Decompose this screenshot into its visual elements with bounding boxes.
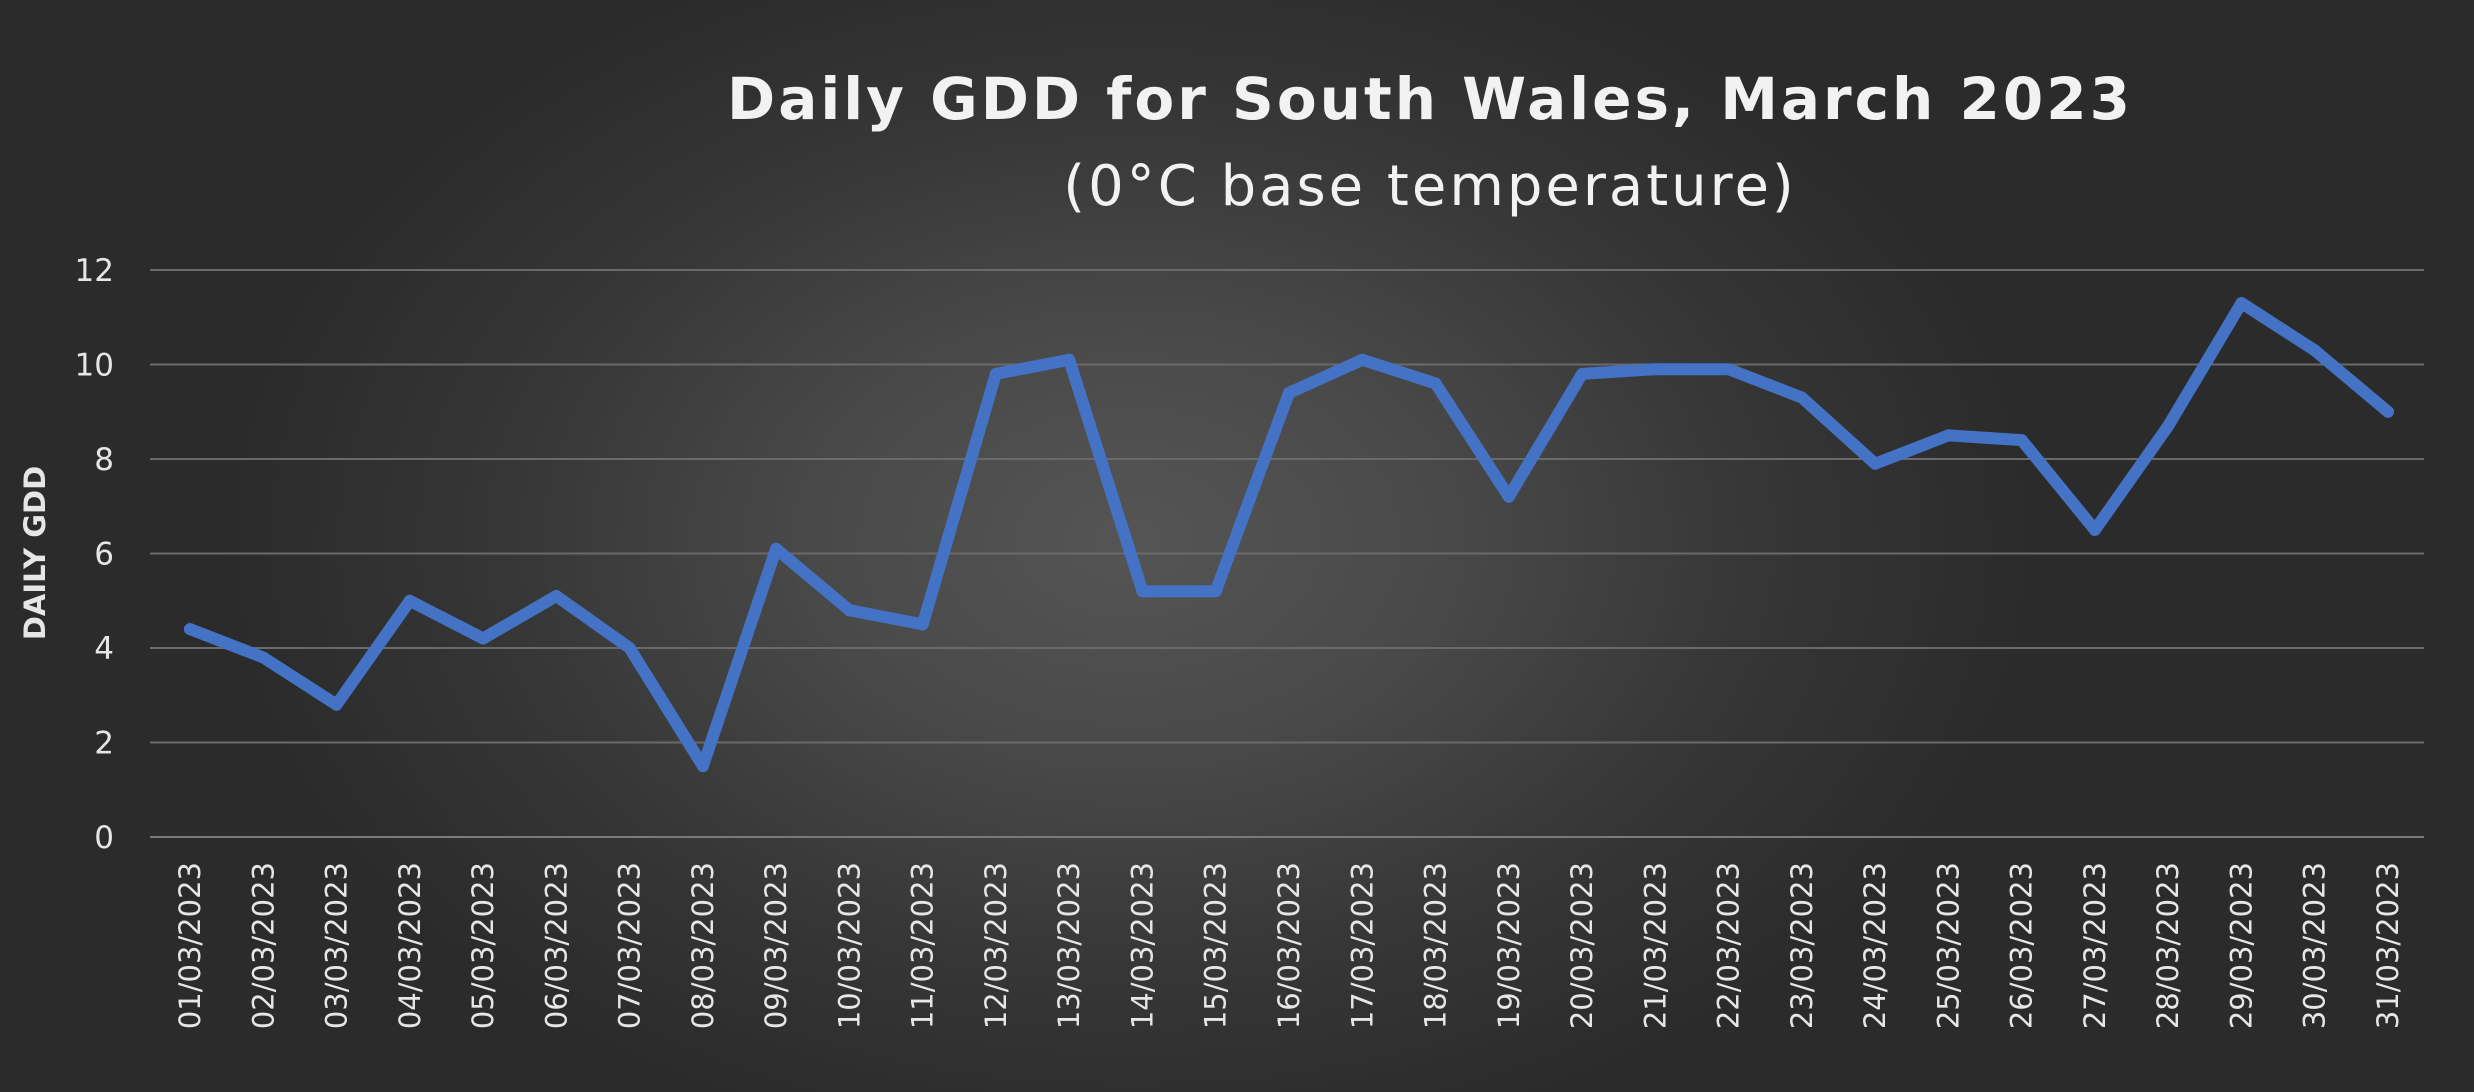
- y-axis-ticks: 0 2 4 6 8 10 12: [75, 253, 114, 856]
- x-tick-label: 23/03/2023: [1785, 862, 1819, 1029]
- x-tick-label: 28/03/2023: [2151, 862, 2185, 1029]
- x-tick-label: 10/03/2023: [832, 862, 866, 1029]
- x-tick-label: 19/03/2023: [1492, 862, 1526, 1029]
- data-point: [1942, 429, 1955, 442]
- series-line: [184, 297, 2394, 773]
- y-tick-label: 8: [94, 442, 114, 478]
- y-axis-label: DAILY GDD: [18, 466, 52, 640]
- data-point: [1502, 490, 1515, 503]
- x-tick-label: 06/03/2023: [539, 862, 573, 1029]
- x-axis-ticks: 01/03/2023 02/03/2023 03/03/2023 04/03/2023…: [173, 862, 2405, 1029]
- data-point: [257, 651, 270, 664]
- data-point: [843, 604, 856, 617]
- x-tick-label: 07/03/2023: [613, 862, 647, 1029]
- x-tick-label: 31/03/2023: [2371, 862, 2405, 1029]
- data-point: [1063, 353, 1076, 366]
- data-point: [2382, 405, 2394, 418]
- data-point: [403, 594, 416, 607]
- gridlines: [150, 269, 2424, 838]
- data-point: [2308, 344, 2321, 357]
- data-point: [1356, 353, 1369, 366]
- x-tick-label: 21/03/2023: [1638, 862, 1672, 1029]
- data-point: [550, 590, 563, 603]
- x-tick-label: 16/03/2023: [1272, 862, 1306, 1029]
- x-tick-label: 25/03/2023: [1931, 862, 1965, 1029]
- x-tick-label: 12/03/2023: [979, 862, 1013, 1029]
- data-point: [2235, 297, 2248, 310]
- x-tick-label: 17/03/2023: [1345, 862, 1379, 1029]
- x-tick-label: 14/03/2023: [1125, 862, 1159, 1029]
- x-tick-label: 24/03/2023: [1858, 862, 1892, 1029]
- data-point: [770, 542, 783, 555]
- data-point: [623, 642, 636, 654]
- data-point: [1283, 386, 1295, 399]
- x-tick-label: 22/03/2023: [1712, 862, 1746, 1029]
- x-tick-label: 09/03/2023: [759, 862, 793, 1029]
- data-point: [1576, 367, 1589, 380]
- x-tick-label: 15/03/2023: [1199, 862, 1233, 1029]
- data-point: [184, 623, 196, 636]
- x-tick-label: 29/03/2023: [2224, 862, 2258, 1029]
- chart-subtitle: (0°C base temperature): [1063, 154, 1797, 219]
- x-tick-label: 13/03/2023: [1052, 862, 1086, 1029]
- x-tick-label: 03/03/2023: [320, 862, 354, 1029]
- data-point: [1136, 585, 1149, 598]
- data-point: [2162, 419, 2175, 432]
- y-tick-label: 6: [94, 537, 114, 573]
- data-point: [1649, 363, 1662, 376]
- data-point: [1722, 363, 1735, 376]
- data-point: [477, 632, 490, 645]
- y-tick-label: 2: [94, 726, 114, 762]
- data-point: [1795, 391, 1808, 404]
- x-tick-label: 20/03/2023: [1565, 862, 1599, 1029]
- data-point: [989, 367, 1002, 380]
- x-tick-label: 30/03/2023: [2298, 862, 2332, 1029]
- x-tick-label: 08/03/2023: [686, 862, 720, 1029]
- x-tick-label: 26/03/2023: [2005, 862, 2039, 1029]
- x-tick-label: 05/03/2023: [466, 862, 500, 1029]
- data-point: [1429, 377, 1442, 390]
- data-point: [2015, 434, 2028, 447]
- x-tick-label: 04/03/2023: [393, 862, 427, 1029]
- x-tick-label: 01/03/2023: [173, 862, 207, 1029]
- series-group: [184, 297, 2394, 773]
- y-tick-label: 10: [75, 348, 114, 384]
- data-point: [330, 698, 343, 711]
- y-tick-label: 12: [75, 253, 114, 289]
- data-point: [1209, 585, 1222, 598]
- data-point: [696, 760, 709, 773]
- x-tick-label: 27/03/2023: [2078, 862, 2112, 1029]
- data-point: [2088, 523, 2101, 536]
- x-tick-label: 18/03/2023: [1419, 862, 1453, 1029]
- x-tick-label: 11/03/2023: [906, 862, 940, 1029]
- data-point: [916, 618, 929, 631]
- data-point: [1869, 457, 1882, 470]
- y-tick-label: 4: [94, 631, 114, 667]
- chart-title: Daily GDD for South Wales, March 2023: [727, 65, 2133, 133]
- x-tick-label: 02/03/2023: [246, 862, 280, 1029]
- y-tick-label: 0: [94, 820, 114, 856]
